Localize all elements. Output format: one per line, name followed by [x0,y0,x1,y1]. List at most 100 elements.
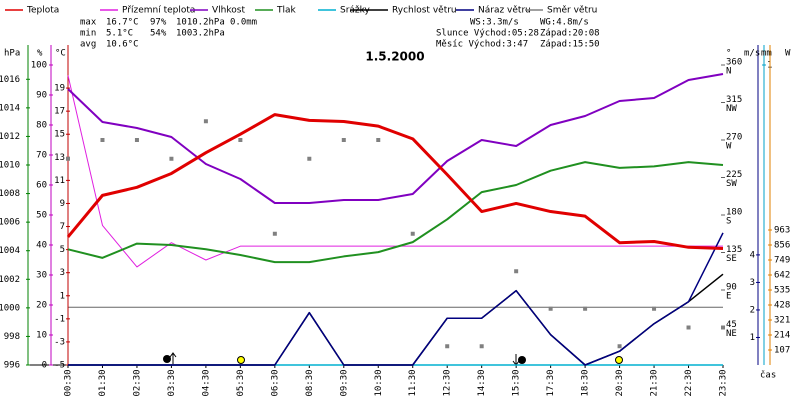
compass-label: E [726,292,731,302]
direction-marker [341,138,346,142]
stat-value: 1003.2hPa [176,29,225,39]
x-tick-label: 23:30 [719,369,729,396]
y-tick-label: 135 [726,245,742,255]
info-text: Slunce Východ:05:28 [436,29,539,39]
y-tick-label: 642 [774,271,790,281]
y-tick-label: 9 [60,199,65,209]
direction-marker [410,231,415,236]
y-tick-label: 10 [36,331,47,341]
legend-label: Tlak [276,6,297,16]
y-tick-label: 0 [42,361,47,371]
stat-value: 16.7°C [106,18,139,28]
x-tick-label: 03:30 [167,369,177,396]
x-tick-label: 10:30 [374,369,384,396]
y-tick-label: 20 [36,301,47,311]
y-tick-label: 180 [726,208,742,218]
compass-label: NE [726,329,737,339]
y-tick-label: 11 [54,176,65,186]
compass-label: SE [726,254,737,264]
legend-label: Směr větru [547,6,597,16]
direction-marker [583,306,588,311]
chart-title: 1.5.2000 [365,50,424,64]
y-tick-label: 1002 [0,275,20,285]
x-tick-label: 11:30 [408,369,418,396]
x-tick-label: 05:30 [236,369,246,396]
direction-marker [169,156,174,161]
legend-label: Rychlost větru [392,6,457,16]
compass-label: S [726,217,731,227]
y-tick-label: 90 [36,91,47,101]
moon-rise-arrow [169,352,177,364]
y-axis-unit: m/s [744,49,760,59]
stat-label: max [80,18,97,28]
y-tick-label: 315 [726,95,742,105]
y-tick-label: 535 [774,286,790,296]
y-tick-label: 225 [726,170,742,180]
y-axis-unit: % [37,49,43,59]
y-tick-label: 1016 [0,75,20,85]
y-tick-label: 15 [54,130,65,140]
stat-value: 10.6°C [106,40,139,50]
y-tick-label: -3 [54,337,65,347]
y-axis-unit: ° [726,49,731,59]
legend-label: Přízemní teplota [122,6,195,16]
series-line [67,161,724,264]
info-text: WS:3.3m/s [470,18,519,28]
y-tick-label: 7 [60,222,65,232]
direction-marker [272,231,277,236]
y-tick-label: 998 [4,332,20,342]
series-line [66,113,724,250]
stat-value: 54% [150,29,167,39]
x-axis-label: čas [760,370,776,381]
direction-marker [617,344,622,349]
direction-marker [100,138,105,142]
x-tick-label: 21:30 [650,369,660,396]
direction-marker [238,138,243,142]
legend-label: Teplota [26,6,59,16]
stat-value: 1010.2hPa [176,18,225,28]
y-tick-label: 3 [750,278,755,288]
x-tick-label: 18:30 [581,369,591,396]
series-line [68,232,724,366]
x-tick-label: 01:30 [98,369,108,396]
y-tick-label: 4 [750,250,755,260]
y-tick-label: 3 [60,268,65,278]
y-tick-label: 1004 [0,246,20,256]
compass-label: W [726,142,732,152]
series-line [67,73,724,204]
direction-marker [307,156,312,161]
direction-marker [686,325,691,330]
y-tick-label: 1006 [0,218,20,228]
legend-label: Náraz větru [478,6,531,16]
y-tick-label: 1010 [0,161,20,171]
y-axis-unit: W [785,49,791,59]
y-axis-unit: mm [761,49,772,59]
x-tick-label: 08:30 [305,369,315,396]
y-tick-label: 360 [726,58,742,68]
moon-rise-icon [163,355,171,363]
info-text: Západ:20:08 [540,29,600,39]
x-tick-label: 02:30 [132,369,142,396]
info-text: Měsíc Východ:3:47 [436,40,528,50]
y-tick-label: 321 [774,316,790,326]
y-tick-label: 1008 [0,189,20,199]
direction-marker [203,119,208,124]
y-tick-label: 270 [726,133,742,143]
compass-label: SW [726,179,737,189]
legend-label: Vlhkost [212,6,245,16]
x-tick-label: 22:30 [684,369,694,396]
sun-set-icon [615,356,623,364]
y-tick-label: 60 [36,181,47,191]
info-text: Západ:15:50 [540,40,600,50]
sun-rise-icon [237,356,245,364]
y-tick-label: 50 [36,211,47,221]
y-tick-label: 1 [60,291,65,301]
direction-marker [479,344,484,349]
y-tick-label: -1 [54,314,65,324]
y-tick-label: 70 [36,151,47,161]
x-tick-label: 06:30 [270,369,280,396]
direction-marker [652,306,657,311]
y-tick-label: 428 [774,301,790,311]
